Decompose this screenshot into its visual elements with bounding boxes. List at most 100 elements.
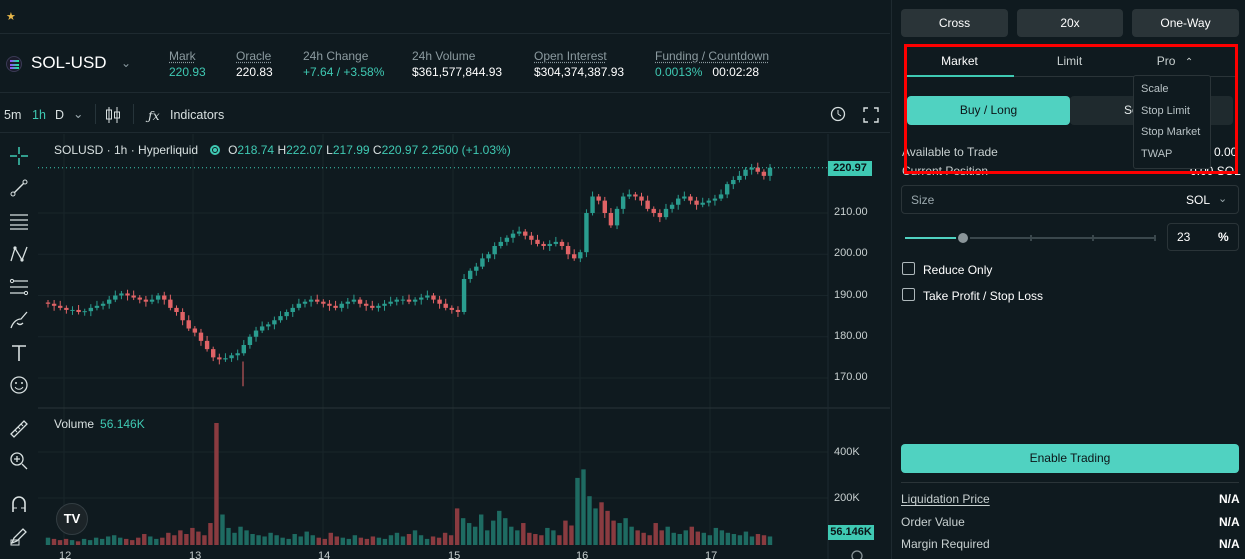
volume-bar — [593, 508, 598, 545]
slider-handle[interactable] — [955, 231, 970, 245]
buy-long-button[interactable]: Buy / Long — [907, 96, 1070, 125]
volume-bar — [767, 536, 773, 545]
star-icon[interactable]: ★ — [6, 11, 16, 23]
settings-icon[interactable] — [850, 549, 864, 559]
tradingview-logo[interactable]: TV — [56, 503, 88, 535]
chevron-down-icon[interactable]: ⌄ — [121, 56, 132, 70]
chevron-down-icon[interactable]: ⌄ — [73, 107, 84, 121]
volume-bar — [418, 535, 424, 545]
stat-open-interest: Open Interest $304,374,387.93 — [534, 49, 624, 79]
stat-label[interactable]: Funding / Countdown — [655, 49, 770, 63]
trend-line-icon[interactable] — [9, 178, 29, 198]
horizontal-lines-icon[interactable] — [9, 211, 29, 231]
pro-menu-item-twap[interactable]: TWAP — [1141, 148, 1173, 160]
candle — [620, 196, 626, 209]
price-tick-label: 210.00 — [834, 206, 868, 218]
indicators-icon[interactable]: ƒx — [148, 108, 160, 123]
zoom-in-icon[interactable] — [9, 451, 29, 471]
candle — [125, 293, 130, 296]
volume-bar — [743, 531, 749, 545]
margin-mode-button[interactable]: Cross — [901, 9, 1008, 37]
candle — [370, 305, 375, 308]
fullscreen-icon[interactable] — [863, 107, 879, 123]
volume-bar — [105, 536, 111, 545]
liquidation-price-label[interactable]: Liquidation Price — [901, 492, 990, 506]
pro-menu-item-stop-market[interactable]: Stop Market — [1141, 126, 1201, 138]
emoji-icon[interactable] — [9, 375, 29, 395]
position-mode-button[interactable]: One-Way — [1132, 9, 1239, 37]
price-tick-label: 200.00 — [834, 247, 868, 260]
reduce-only-checkbox[interactable] — [902, 262, 915, 275]
toolbar-divider — [95, 104, 96, 124]
interval-1h[interactable]: 1h — [32, 108, 46, 122]
candle — [706, 200, 712, 203]
candle — [431, 295, 436, 300]
interval-5m[interactable]: 5m — [4, 108, 22, 122]
volume-tag: 56.146K — [828, 525, 874, 540]
candle — [651, 208, 656, 213]
candle — [100, 303, 106, 306]
leverage-button[interactable]: 20x — [1017, 9, 1123, 37]
volume-bar — [671, 532, 676, 545]
candle — [192, 328, 198, 333]
candles-icon[interactable] — [105, 106, 121, 124]
volume-bar — [713, 527, 719, 545]
chevron-down-icon[interactable]: ⌄ — [1218, 193, 1228, 205]
volume-bar — [220, 514, 225, 545]
volume-bar — [725, 532, 731, 545]
brush-icon[interactable] — [9, 310, 29, 330]
tp-sl-label[interactable]: Take Profit / Stop Loss — [923, 289, 1044, 303]
candle — [578, 252, 583, 259]
pro-menu-item-stop-limit[interactable]: Stop Limit — [1141, 105, 1190, 117]
text-icon[interactable] — [9, 343, 29, 363]
indicators-button[interactable]: Indicators — [170, 108, 225, 122]
candle — [419, 297, 424, 300]
stat-label[interactable]: Open Interest — [534, 49, 607, 63]
volume-bar — [707, 535, 713, 545]
pro-menu-item-scale[interactable]: Scale — [1141, 83, 1169, 95]
tp-sl-checkbox[interactable] — [902, 288, 915, 301]
candle — [376, 305, 381, 308]
fib-icon[interactable] — [9, 277, 29, 297]
volume-bar — [322, 538, 327, 545]
volume-bar — [695, 531, 700, 545]
volume-bar — [232, 532, 237, 545]
candle — [106, 299, 112, 304]
volume-bar — [460, 518, 466, 545]
candle — [186, 320, 191, 329]
pair-selector[interactable]: SOL-USD — [31, 53, 107, 72]
candle — [761, 171, 767, 176]
volume-bar — [196, 531, 201, 545]
candle — [327, 303, 332, 306]
candle — [137, 297, 142, 300]
volume-bar — [81, 538, 87, 545]
stat-label[interactable]: Mark — [169, 49, 196, 63]
alarm-clock-icon[interactable] — [829, 105, 847, 123]
candle — [510, 233, 516, 238]
enable-trading-button[interactable]: Enable Trading — [901, 444, 1239, 473]
crosshair-icon[interactable] — [9, 146, 29, 166]
magnet-icon[interactable] — [9, 494, 29, 514]
tab-pro[interactable]: Pro ⌃ — [1125, 54, 1225, 68]
interval-d[interactable]: D — [55, 108, 65, 122]
ohlc-h-label: H — [277, 143, 287, 157]
stat-label[interactable]: Oracle — [236, 49, 272, 63]
time-tick-label: 17 — [705, 550, 718, 559]
tab-limit[interactable]: Limit — [1056, 54, 1083, 68]
reduce-only-label[interactable]: Reduce Only — [923, 263, 993, 277]
margin-required-value: N/A — [1219, 537, 1240, 551]
ruler-icon[interactable] — [9, 419, 29, 439]
volume-bar — [57, 540, 63, 545]
lock-pencil-icon[interactable] — [9, 526, 29, 546]
candle — [535, 239, 540, 244]
size-unit-select[interactable]: SOL — [1186, 193, 1211, 207]
candle — [88, 307, 94, 312]
pattern-icon[interactable] — [9, 244, 29, 264]
tab-market[interactable]: Market — [941, 54, 978, 68]
candle — [443, 303, 448, 308]
stat-value: 0.0013% 00:02:28 — [655, 65, 769, 79]
price-tick-label: 190.00 — [834, 288, 868, 301]
price-chart[interactable] — [38, 134, 890, 559]
percent-input[interactable] — [1167, 223, 1239, 251]
size-input[interactable] — [901, 185, 1239, 214]
